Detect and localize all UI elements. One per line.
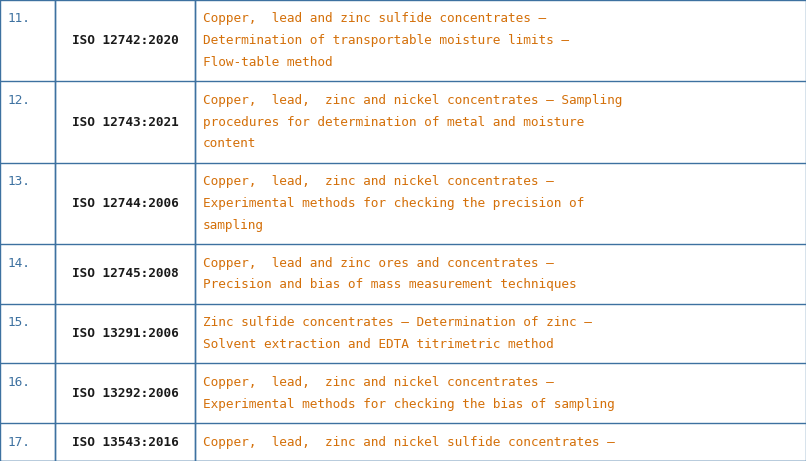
Text: sampling: sampling	[203, 219, 264, 231]
Text: ISO 12742:2020: ISO 12742:2020	[72, 34, 178, 47]
Text: Determination of transportable moisture limits —: Determination of transportable moisture …	[203, 34, 569, 47]
Text: ISO 13292:2006: ISO 13292:2006	[72, 387, 178, 400]
Text: Experimental methods for checking the precision of: Experimental methods for checking the pr…	[203, 197, 584, 210]
Text: 11.: 11.	[8, 12, 31, 25]
Text: Copper,  lead and zinc sulfide concentrates —: Copper, lead and zinc sulfide concentrat…	[203, 12, 546, 25]
Text: ISO 12745:2008: ISO 12745:2008	[72, 267, 178, 280]
Text: 15.: 15.	[8, 316, 31, 329]
Text: Copper,  lead,  zinc and nickel sulfide concentrates —: Copper, lead, zinc and nickel sulfide co…	[203, 436, 615, 449]
Text: Copper,  lead and zinc ores and concentrates —: Copper, lead and zinc ores and concentra…	[203, 256, 554, 270]
Text: Flow-table method: Flow-table method	[203, 56, 333, 69]
Text: Experimental methods for checking the bias of sampling: Experimental methods for checking the bi…	[203, 397, 615, 411]
Text: 14.: 14.	[8, 256, 31, 270]
Text: Solvent extraction and EDTA titrimetric method: Solvent extraction and EDTA titrimetric …	[203, 338, 554, 351]
Text: procedures for determination of metal and moisture: procedures for determination of metal an…	[203, 116, 584, 129]
Text: Zinc sulfide concentrates — Determination of zinc —: Zinc sulfide concentrates — Determinatio…	[203, 316, 592, 329]
Text: Copper,  lead,  zinc and nickel concentrates —: Copper, lead, zinc and nickel concentrat…	[203, 175, 554, 188]
Text: 16.: 16.	[8, 376, 31, 389]
Text: ISO 12743:2021: ISO 12743:2021	[72, 116, 178, 129]
Text: 12.: 12.	[8, 94, 31, 107]
Text: 13.: 13.	[8, 175, 31, 188]
Text: ISO 13291:2006: ISO 13291:2006	[72, 327, 178, 340]
Text: Precision and bias of mass measurement techniques: Precision and bias of mass measurement t…	[203, 278, 576, 291]
Text: content: content	[203, 137, 256, 150]
Text: ISO 13543:2016: ISO 13543:2016	[72, 436, 178, 449]
Text: ISO 12744:2006: ISO 12744:2006	[72, 197, 178, 210]
Text: 17.: 17.	[8, 436, 31, 449]
Text: Copper,  lead,  zinc and nickel concentrates — Sampling: Copper, lead, zinc and nickel concentrat…	[203, 94, 622, 107]
Text: Copper,  lead,  zinc and nickel concentrates —: Copper, lead, zinc and nickel concentrat…	[203, 376, 554, 389]
